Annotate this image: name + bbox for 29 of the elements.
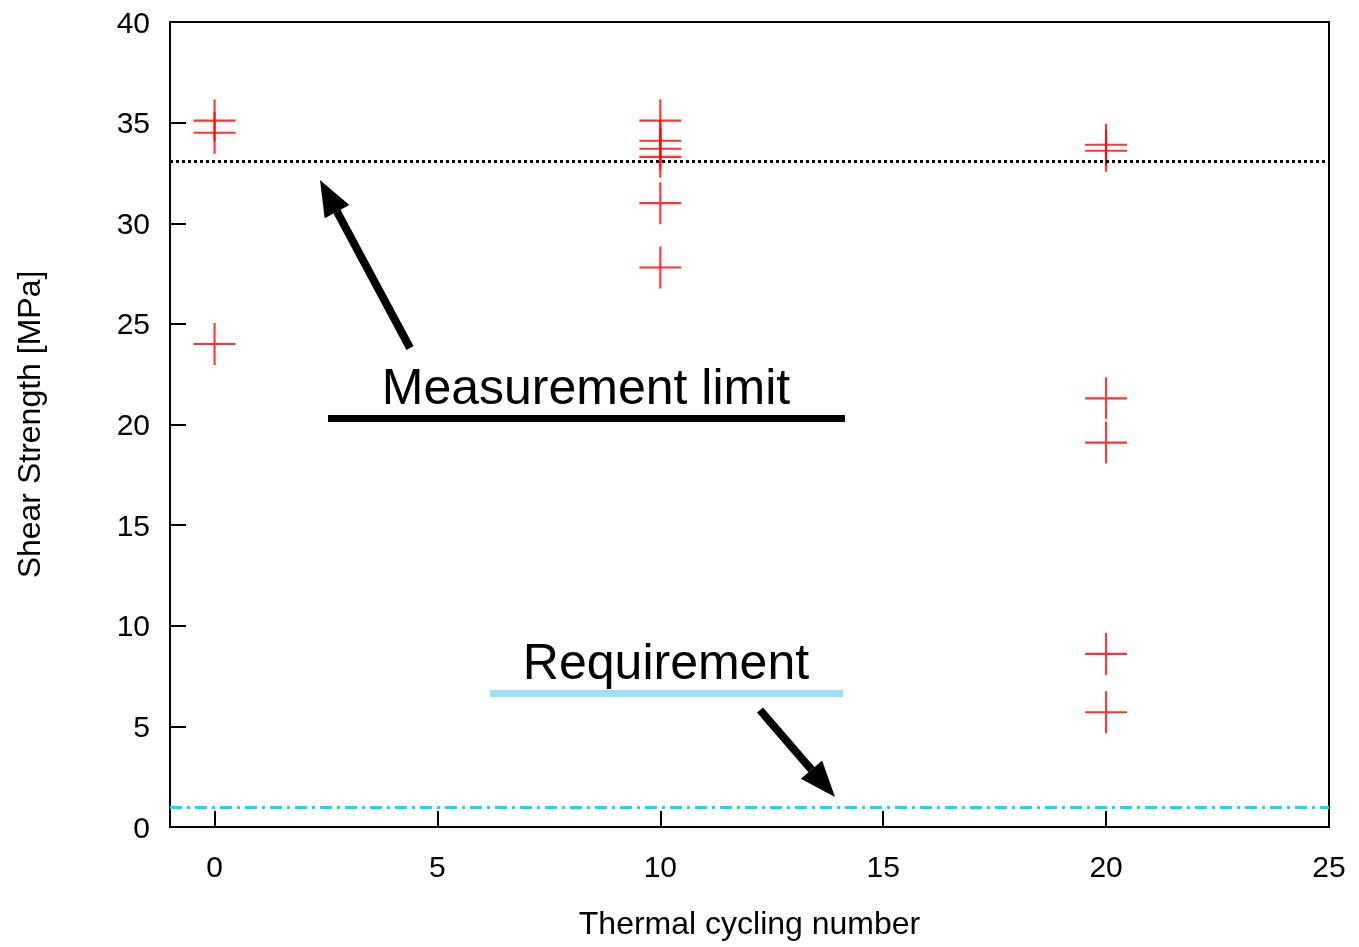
point: [1085, 691, 1128, 734]
y-axis-title: Shear Strength [MPa]: [11, 270, 47, 579]
point: [1085, 377, 1128, 420]
x-tick-label: 0: [206, 849, 223, 883]
point: [1085, 632, 1128, 675]
y-tick-label: 15: [116, 508, 150, 542]
y-tick-label: 5: [133, 709, 150, 743]
y-tick-label: 30: [116, 206, 150, 240]
x-tick-label: 15: [866, 849, 900, 883]
x-tick-label: 10: [643, 849, 678, 883]
point: [1085, 129, 1128, 172]
annotation: Requirement: [489, 634, 843, 697]
x-axis-title: Thermal cycling number: [578, 905, 921, 941]
point: [193, 111, 236, 154]
point: [639, 182, 682, 225]
y-tick-label: 40: [116, 5, 150, 39]
point: [1085, 421, 1128, 464]
x-tick-label: 25: [1312, 849, 1346, 883]
y-tick-label: 25: [116, 307, 150, 341]
point: [639, 246, 682, 289]
y-tick-label: 35: [116, 106, 150, 140]
point: [193, 323, 236, 365]
x-tick-label: 5: [429, 849, 446, 883]
y-tick-label: 10: [116, 609, 150, 643]
y-tick-label: 20: [116, 408, 150, 441]
y-tick-label: 0: [133, 810, 150, 844]
x-tick-label: 20: [1089, 849, 1123, 883]
point: [639, 135, 682, 178]
annotation: Measurement limit: [327, 359, 845, 422]
